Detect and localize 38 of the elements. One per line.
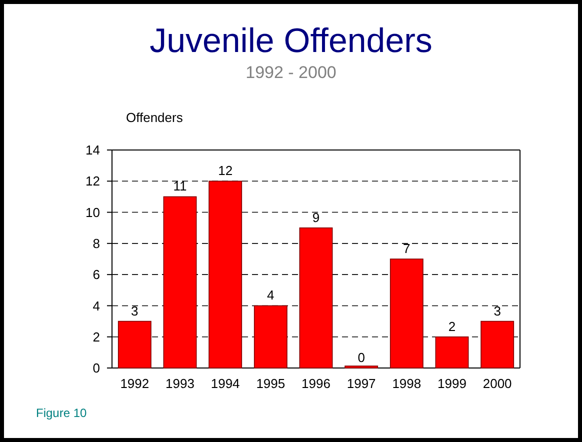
bar (435, 336, 469, 368)
x-tick-label: 1997 (346, 376, 376, 391)
x-tick-label: 1998 (392, 376, 422, 391)
data-label: 9 (312, 210, 320, 225)
data-label: 4 (267, 288, 274, 303)
data-label: 11 (173, 178, 187, 194)
data-label: 3 (131, 303, 138, 318)
data-label: 3 (494, 303, 501, 318)
data-label: 12 (218, 163, 233, 178)
data-label: 7 (403, 241, 410, 256)
x-tick-label: 2000 (482, 376, 512, 391)
bar (118, 320, 152, 368)
bar (163, 196, 197, 368)
x-tick-label: 1994 (210, 376, 240, 391)
y-tick-label: 12 (86, 174, 100, 189)
bar (299, 227, 333, 368)
chart-subtitle: 1992 - 2000 (246, 63, 336, 82)
y-tick-label: 6 (92, 267, 100, 282)
x-tick-label: 1995 (256, 376, 286, 391)
y-tick-label: 4 (92, 298, 100, 314)
bar (208, 180, 242, 368)
x-tick-label: 1992 (120, 376, 150, 391)
data-label: 0 (358, 350, 365, 365)
bar (480, 320, 514, 368)
y-tick-label: 10 (86, 204, 100, 220)
bar (390, 258, 424, 368)
x-tick-label: 1993 (166, 376, 194, 391)
y-tick-label: 14 (86, 142, 100, 158)
chart-title: Juvenile Offenders (150, 22, 432, 60)
bar (254, 305, 288, 368)
y-axis-title: Offenders (126, 110, 184, 125)
caption: Figure 10 (36, 406, 88, 420)
y-tick-label: 2 (92, 329, 100, 344)
x-tick-label: 1996 (302, 376, 330, 391)
y-tick-label: 8 (92, 236, 100, 251)
x-tick-label: 1999 (438, 376, 466, 391)
y-tick-label: 0 (92, 360, 100, 376)
data-label: 2 (448, 318, 456, 334)
